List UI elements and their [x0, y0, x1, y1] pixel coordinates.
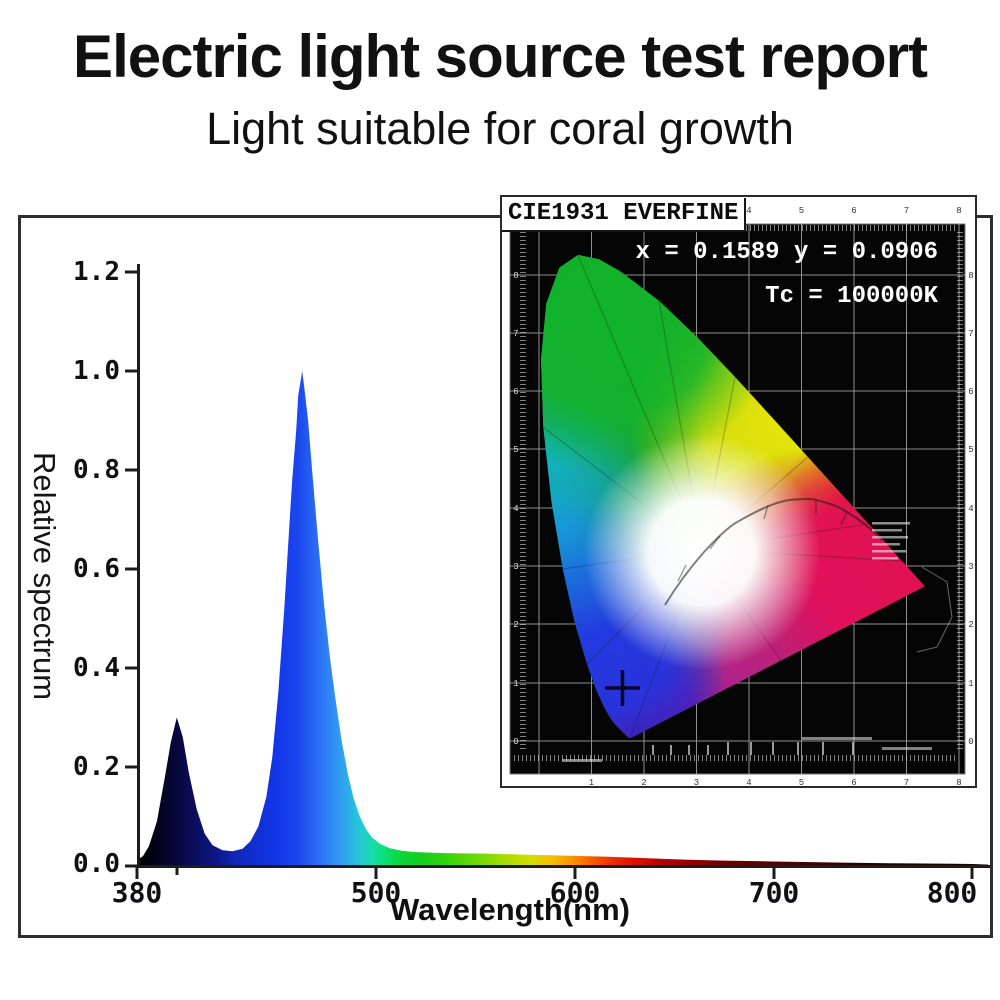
cie-edge-ticks	[514, 225, 963, 761]
y-tick-0.4: 0.4	[73, 653, 120, 683]
svg-text:8: 8	[968, 271, 973, 281]
spectrum-curve	[137, 371, 988, 866]
y-tick-1.2: 1.2	[73, 257, 120, 287]
cie1931-inset: 1 2 3 4 5 6 7 8 1 2 3 4 5 6 7 8 0 1 2 3	[500, 195, 977, 788]
svg-text:7: 7	[904, 206, 909, 216]
svg-text:3: 3	[694, 778, 699, 786]
svg-text:0: 0	[513, 737, 518, 747]
y-tick-0.2: 0.2	[73, 752, 120, 782]
cie-axis-digits-left: 0 1 2 3 4 5 6 7 8	[513, 271, 518, 747]
y-axis-label: Relative spectrum	[27, 452, 62, 701]
cie-inset-title: CIE1931 EVERFINE	[502, 198, 746, 232]
x-axis-label: Wavelength(nm)	[390, 892, 630, 927]
svg-text:6: 6	[851, 206, 856, 216]
svg-text:5: 5	[799, 778, 804, 786]
svg-text:1: 1	[513, 679, 518, 689]
y-tick-1.0: 1.0	[73, 356, 120, 386]
page-subtitle: Light suitable for coral growth	[206, 103, 794, 154]
y-tick-0.8: 0.8	[73, 455, 120, 485]
y-tick-0.6: 0.6	[73, 554, 120, 584]
x-tick-380: 380	[111, 876, 163, 909]
svg-text:7: 7	[513, 329, 518, 339]
svg-text:2: 2	[513, 620, 518, 630]
svg-text:4: 4	[746, 206, 751, 216]
svg-text:0: 0	[968, 737, 973, 747]
chromaticity-cross-marker	[605, 670, 640, 706]
x-tick-800: 800	[926, 876, 978, 909]
cie-tc-reading: Tc = 100000K	[765, 283, 938, 310]
svg-text:8: 8	[956, 206, 961, 216]
cie-micro-annotations	[562, 522, 953, 762]
svg-text:6: 6	[513, 387, 518, 397]
x-tick-500: 500	[350, 876, 402, 909]
y-tick-0.0: 0.0	[73, 849, 120, 879]
svg-text:8: 8	[956, 778, 961, 786]
y-axis	[125, 264, 140, 868]
svg-text:6: 6	[968, 387, 973, 397]
svg-text:3: 3	[513, 562, 518, 572]
cie1931-diagram: 1 2 3 4 5 6 7 8 1 2 3 4 5 6 7 8 0 1 2 3	[509, 206, 974, 786]
svg-text:5: 5	[968, 445, 973, 455]
svg-text:5: 5	[799, 206, 804, 216]
svg-text:4: 4	[968, 504, 973, 514]
svg-text:7: 7	[968, 329, 973, 339]
svg-text:2: 2	[968, 620, 973, 630]
svg-text:3: 3	[968, 562, 973, 572]
blackbody-locus	[664, 498, 883, 606]
svg-text:4: 4	[513, 504, 518, 514]
x-tick-600: 600	[549, 876, 601, 909]
svg-text:8: 8	[513, 271, 518, 281]
svg-text:4: 4	[746, 778, 751, 786]
svg-text:2: 2	[641, 778, 646, 786]
x-axis	[135, 865, 990, 879]
svg-text:1: 1	[589, 778, 594, 786]
svg-text:7: 7	[904, 778, 909, 786]
cie-xy-reading: x = 0.1589 y = 0.0906	[635, 239, 938, 266]
page-title: Electric light source test report	[73, 23, 928, 90]
svg-text:1: 1	[968, 679, 973, 689]
svg-text:6: 6	[851, 778, 856, 786]
svg-text:5: 5	[513, 445, 518, 455]
x-tick-700: 700	[748, 876, 800, 909]
